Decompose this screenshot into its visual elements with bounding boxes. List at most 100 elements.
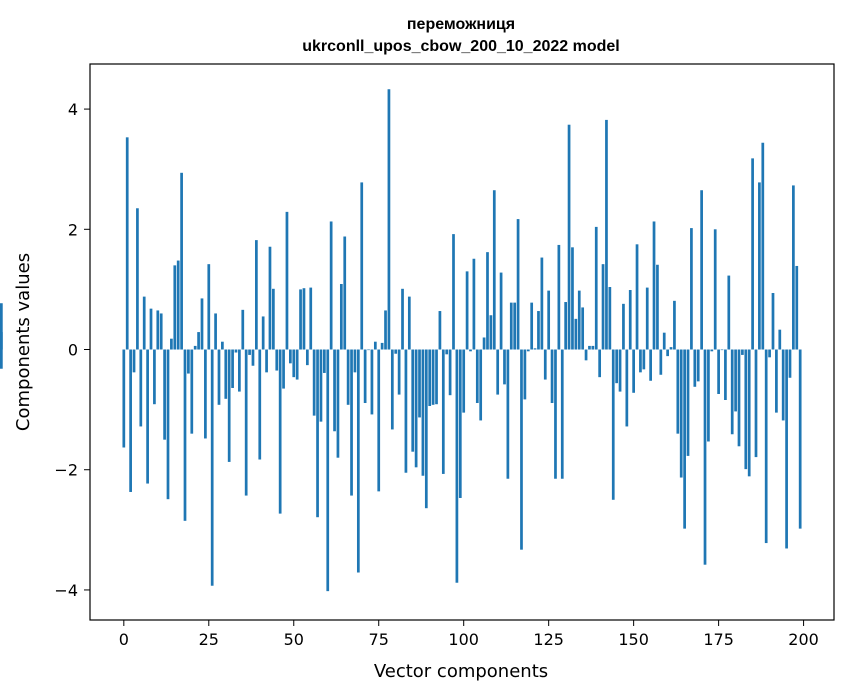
bar	[207, 264, 211, 350]
bar	[465, 271, 469, 350]
bar	[615, 349, 619, 384]
bar	[217, 349, 221, 405]
bar	[768, 349, 771, 358]
bar	[560, 349, 564, 479]
bar	[754, 349, 758, 458]
bar	[0, 303, 3, 350]
bar	[543, 349, 547, 380]
bar	[122, 349, 126, 448]
bar	[312, 349, 316, 416]
bar	[574, 318, 578, 350]
bar	[584, 349, 588, 361]
bar	[125, 137, 129, 350]
bar	[397, 349, 401, 395]
bar	[316, 349, 319, 518]
bar	[401, 288, 404, 350]
bar	[322, 349, 326, 373]
bar	[571, 247, 574, 350]
bar	[679, 349, 683, 478]
bar	[605, 119, 608, 350]
bar	[523, 349, 527, 400]
y-tick-label: 4	[68, 100, 78, 119]
bar	[0, 349, 3, 369]
bar	[299, 289, 302, 350]
bar	[693, 349, 697, 387]
bar	[700, 190, 703, 350]
bar	[567, 124, 571, 350]
bar	[533, 348, 537, 350]
bar	[482, 337, 486, 350]
bar	[153, 349, 156, 405]
bar	[424, 349, 428, 509]
bar	[720, 349, 724, 351]
bar	[367, 349, 370, 351]
bar	[475, 349, 479, 404]
bar	[305, 349, 309, 366]
bar	[238, 349, 241, 392]
bar	[724, 349, 727, 400]
bar	[537, 311, 540, 350]
bar	[727, 275, 731, 350]
bar	[343, 236, 347, 350]
bar	[418, 349, 421, 418]
bar	[649, 349, 652, 381]
bar	[486, 252, 489, 350]
bar	[0, 332, 3, 350]
bar	[792, 185, 795, 350]
bar	[193, 345, 197, 350]
bar	[268, 246, 272, 350]
bar	[384, 310, 387, 350]
bar	[336, 349, 340, 458]
bar	[142, 296, 146, 350]
x-tick-label: 100	[448, 630, 479, 649]
bar	[258, 349, 262, 460]
bar	[601, 264, 605, 350]
bar	[557, 244, 561, 350]
bar	[360, 182, 364, 350]
bar	[414, 349, 418, 468]
bar	[581, 307, 585, 350]
bar	[404, 349, 408, 473]
bar	[598, 349, 602, 378]
bar	[241, 309, 245, 350]
bar	[547, 290, 551, 350]
bars-group	[0, 89, 802, 592]
bar	[628, 290, 632, 350]
bar	[333, 349, 336, 432]
bar	[710, 349, 714, 352]
bar	[197, 332, 200, 350]
bar	[149, 308, 153, 350]
x-axis-label: Vector components	[374, 661, 548, 682]
x-tick-label: 200	[788, 630, 819, 649]
bar	[441, 349, 445, 474]
bar	[758, 182, 761, 350]
y-tick-label: −2	[54, 461, 78, 480]
bar	[455, 349, 459, 583]
bar	[741, 349, 744, 355]
bar	[462, 349, 466, 413]
bar	[370, 349, 374, 415]
bar	[737, 349, 741, 447]
x-tick-label: 50	[284, 630, 304, 649]
bar	[703, 349, 707, 565]
bar	[156, 310, 160, 350]
bar	[295, 349, 299, 380]
bar	[170, 338, 173, 350]
bar	[550, 349, 554, 404]
bar	[635, 244, 639, 350]
bar	[744, 349, 748, 470]
bar	[221, 341, 224, 350]
bar	[244, 349, 248, 496]
bar	[200, 298, 204, 350]
bar	[278, 349, 282, 514]
bar	[489, 315, 493, 350]
bar	[210, 349, 214, 586]
bar	[319, 349, 323, 422]
bar	[136, 208, 139, 350]
bar	[272, 288, 275, 350]
bar	[458, 349, 462, 498]
bar	[176, 260, 180, 350]
bar	[564, 302, 568, 350]
bar	[645, 287, 649, 350]
